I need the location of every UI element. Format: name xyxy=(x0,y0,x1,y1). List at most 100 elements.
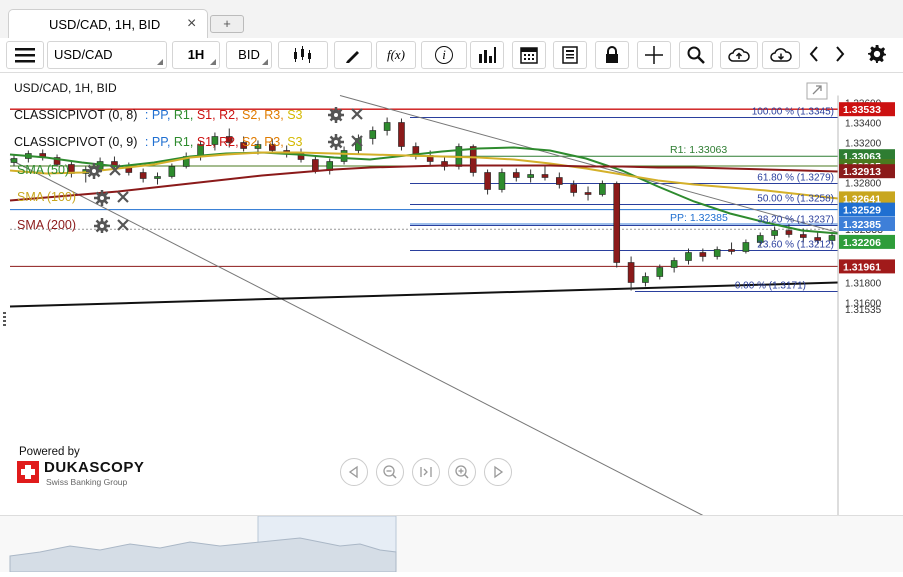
candle xyxy=(168,166,176,177)
gear-icon[interactable] xyxy=(86,163,102,179)
pivot-indicator-1[interactable]: CLASSICPIVOT (0, 8) : PP, R1, S1, R2, S2… xyxy=(14,108,303,122)
instrument-select[interactable]: USD/CAD xyxy=(47,41,167,69)
crosshair-button[interactable] xyxy=(637,41,671,69)
reset-view-button[interactable] xyxy=(412,458,440,486)
close-icon[interactable] xyxy=(117,219,129,231)
side-select[interactable]: BID xyxy=(226,41,272,69)
level-r2: R2, xyxy=(219,108,239,122)
level-r1: R1, xyxy=(173,135,194,149)
price-tick-label: 1.31600 xyxy=(845,299,882,310)
level-s2: S2, xyxy=(242,135,261,149)
price-badge xyxy=(839,191,895,206)
cloud-upload-icon xyxy=(728,48,750,62)
price-tick-label: 1.33200 xyxy=(845,139,882,150)
overview-navigator[interactable] xyxy=(0,515,903,573)
level-r3: R3, xyxy=(264,108,284,122)
chart-tab-label: USD/CAD, 1H, BID xyxy=(49,17,161,32)
popout-icon[interactable] xyxy=(806,82,828,100)
fx-label: f(x) xyxy=(386,47,406,62)
candle xyxy=(240,142,247,149)
candle xyxy=(642,276,649,283)
crosshair-icon xyxy=(645,46,663,64)
zoom-in-button[interactable] xyxy=(448,458,476,486)
dukascopy-logo-icon xyxy=(17,461,39,483)
price-badge-label: 1.31961 xyxy=(843,261,881,273)
candle xyxy=(498,172,506,190)
nav-scroll-left-button[interactable] xyxy=(340,458,368,486)
candle xyxy=(728,249,735,252)
gear-icon[interactable] xyxy=(328,134,344,150)
candle xyxy=(211,136,219,145)
price-badge-label: 1.32385 xyxy=(843,219,881,231)
report-button[interactable] xyxy=(553,41,587,69)
zoom-in-icon xyxy=(455,465,469,479)
brand-name: DUKASCOPY xyxy=(44,459,145,476)
pivot-indicator-2[interactable]: CLASSICPIVOT (0, 9) : PP, R1, S1, R2, S2… xyxy=(14,135,303,149)
sma-50-label[interactable]: SMA (50) xyxy=(17,163,70,177)
candle xyxy=(254,144,262,149)
close-tab-icon[interactable]: × xyxy=(187,15,197,32)
candle xyxy=(814,237,821,241)
level-s1: S1, xyxy=(196,135,216,149)
fib-level-label: 50.00 % (1.3258) xyxy=(757,194,834,205)
chart-title: USD/CAD, 1H, BID xyxy=(14,81,117,95)
close-icon[interactable] xyxy=(117,191,129,203)
chart-type-button[interactable] xyxy=(278,41,328,69)
candle xyxy=(713,249,721,257)
zoom-button[interactable] xyxy=(679,41,713,69)
candle xyxy=(10,158,18,163)
candlestick-icon xyxy=(294,46,311,63)
level-s1: S1, xyxy=(196,108,216,122)
candle xyxy=(756,235,764,243)
volume-button[interactable] xyxy=(470,41,504,69)
close-icon[interactable] xyxy=(351,108,363,120)
price-badge-label: 1.32529 xyxy=(843,205,881,217)
level-r3: R3, xyxy=(264,135,284,149)
draw-button[interactable] xyxy=(334,41,372,69)
calendar-button[interactable] xyxy=(512,41,546,69)
chart-tab[interactable]: USD/CAD, 1H, BID × xyxy=(8,9,208,40)
scroll-right-button[interactable] xyxy=(828,41,852,69)
chevron-left-icon xyxy=(809,46,818,62)
upload-button[interactable] xyxy=(720,41,758,69)
gear-icon[interactable] xyxy=(94,190,110,206)
indicator-name: CLASSICPIVOT (0, 8) xyxy=(14,108,138,122)
info-button[interactable]: i xyxy=(421,41,467,69)
new-tab-button[interactable]: + xyxy=(210,15,244,33)
candle xyxy=(771,230,778,236)
price-tick-label: 1.31800 xyxy=(845,279,882,290)
download-button[interactable] xyxy=(762,41,800,69)
zoom-out-button[interactable] xyxy=(376,458,404,486)
candle xyxy=(53,157,61,165)
price-badge xyxy=(839,259,895,274)
bar-chart-icon xyxy=(479,47,496,63)
price-tick-label: 1.32800 xyxy=(845,179,882,190)
panel-drag-handle[interactable] xyxy=(3,312,6,328)
close-icon[interactable] xyxy=(109,164,121,176)
indicator-separator: : xyxy=(144,108,149,122)
sma-200-label[interactable]: SMA (200) xyxy=(17,218,77,232)
scroll-left-button[interactable] xyxy=(802,41,826,69)
close-icon[interactable] xyxy=(351,135,363,147)
settings-button[interactable] xyxy=(862,41,892,69)
pencil-icon xyxy=(346,51,359,63)
support-line xyxy=(9,281,839,308)
nav-scroll-right-button[interactable] xyxy=(484,458,512,486)
sma-100-label[interactable]: SMA (100) xyxy=(17,190,77,204)
price-chart[interactable]: 100.00 % (1.3345) 61.80 % (1.3279) 50.00 %… xyxy=(0,72,903,562)
gear-icon[interactable] xyxy=(328,107,344,123)
candle xyxy=(269,144,276,151)
candle xyxy=(828,235,836,241)
level-s3: S3 xyxy=(287,135,303,149)
lock-button[interactable] xyxy=(595,41,629,69)
candle xyxy=(225,136,233,143)
candle xyxy=(383,122,391,131)
info-icon: i xyxy=(435,46,453,64)
period-select[interactable]: 1H xyxy=(172,41,220,69)
candle xyxy=(613,183,621,263)
calendar-icon xyxy=(520,47,538,64)
dropdown-corner-icon xyxy=(262,59,268,65)
gear-icon[interactable] xyxy=(94,218,110,233)
menu-button[interactable] xyxy=(6,41,44,69)
indicators-button[interactable]: f(x) xyxy=(376,41,416,69)
